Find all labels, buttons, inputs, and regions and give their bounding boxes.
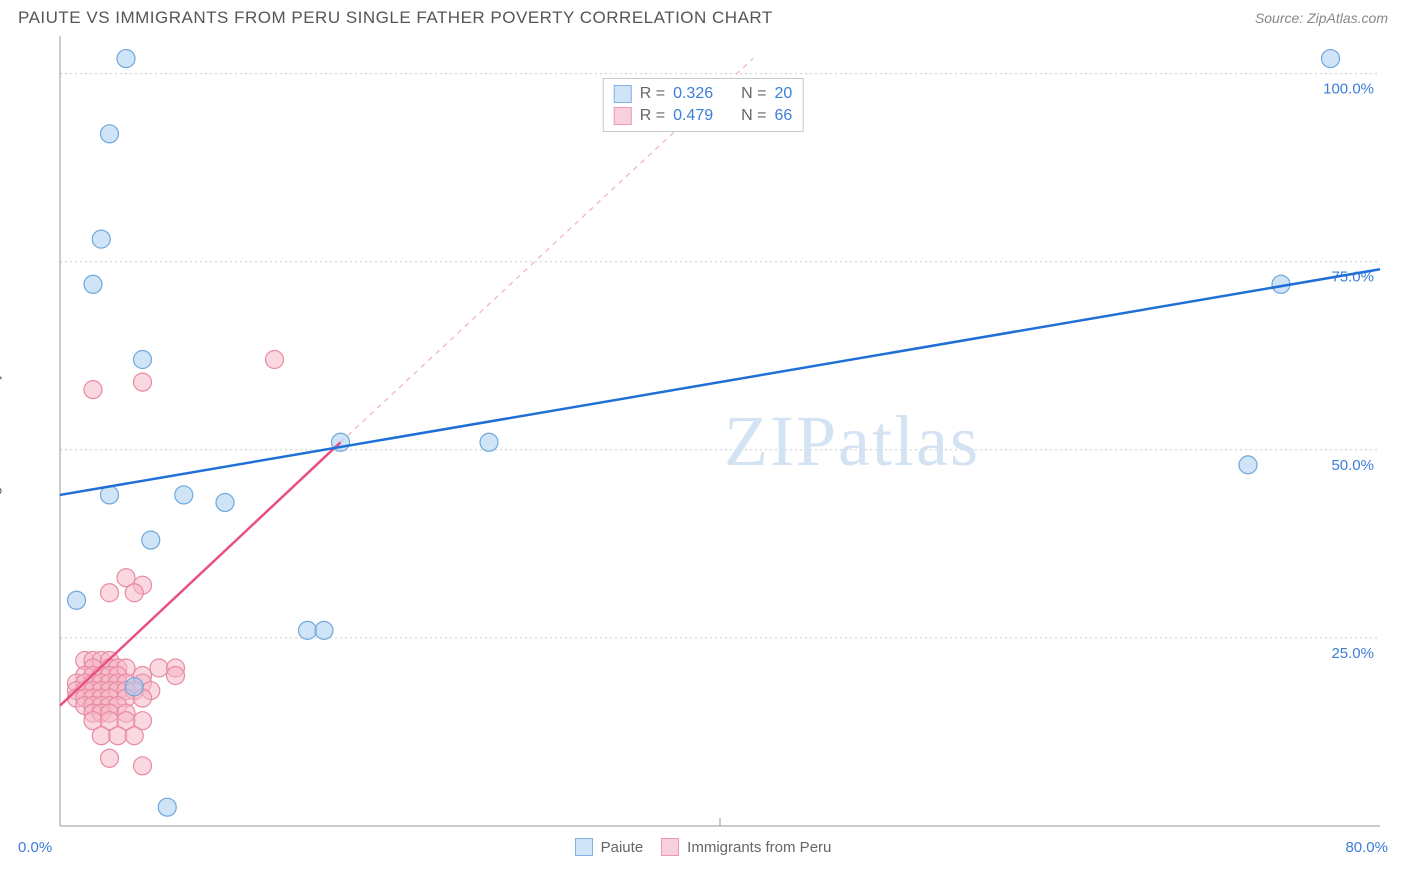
legend-item-paiute: Paiute: [575, 838, 644, 856]
svg-text:ZIPatlas: ZIPatlas: [724, 401, 980, 481]
r-value-paiute: 0.326: [673, 85, 713, 103]
scatter-chart-svg: 25.0%50.0%75.0%100.0%ZIPatlas: [18, 36, 1388, 836]
stats-row-peru: R = 0.479 N = 66: [614, 105, 793, 127]
swatch-pink-icon: [661, 838, 679, 856]
stats-legend-box: R = 0.326 N = 20 R = 0.479 N = 66: [603, 78, 804, 132]
chart-title: PAIUTE VS IMMIGRANTS FROM PERU SINGLE FA…: [18, 8, 773, 28]
x-axis-min-label: 0.0%: [18, 839, 78, 856]
legend-label-peru: Immigrants from Peru: [687, 839, 831, 856]
r-value-peru: 0.479: [673, 107, 713, 125]
legend-label-paiute: Paiute: [601, 839, 644, 856]
series-legend: Paiute Immigrants from Peru: [575, 838, 832, 856]
swatch-blue-icon: [575, 838, 593, 856]
r-label: R =: [640, 85, 665, 103]
chart-area: Single Father Poverty 25.0%50.0%75.0%100…: [18, 36, 1388, 836]
svg-text:100.0%: 100.0%: [1323, 81, 1374, 98]
chart-source: Source: ZipAtlas.com: [1255, 10, 1388, 26]
y-axis-label: Single Father Poverty: [0, 372, 3, 516]
n-label: N =: [741, 85, 766, 103]
swatch-pink-icon: [614, 107, 632, 125]
stats-row-paiute: R = 0.326 N = 20: [614, 83, 793, 105]
chart-header: PAIUTE VS IMMIGRANTS FROM PERU SINGLE FA…: [0, 0, 1406, 32]
r-label: R =: [640, 107, 665, 125]
svg-text:25.0%: 25.0%: [1331, 645, 1374, 662]
svg-text:50.0%: 50.0%: [1331, 457, 1374, 474]
n-value-peru: 66: [774, 107, 792, 125]
n-label: N =: [741, 107, 766, 125]
n-value-paiute: 20: [774, 85, 792, 103]
legend-item-peru: Immigrants from Peru: [661, 838, 831, 856]
swatch-blue-icon: [614, 85, 632, 103]
x-axis-max-label: 80.0%: [1328, 839, 1388, 856]
bottom-legend-bar: 0.0% Paiute Immigrants from Peru 80.0%: [18, 838, 1388, 856]
